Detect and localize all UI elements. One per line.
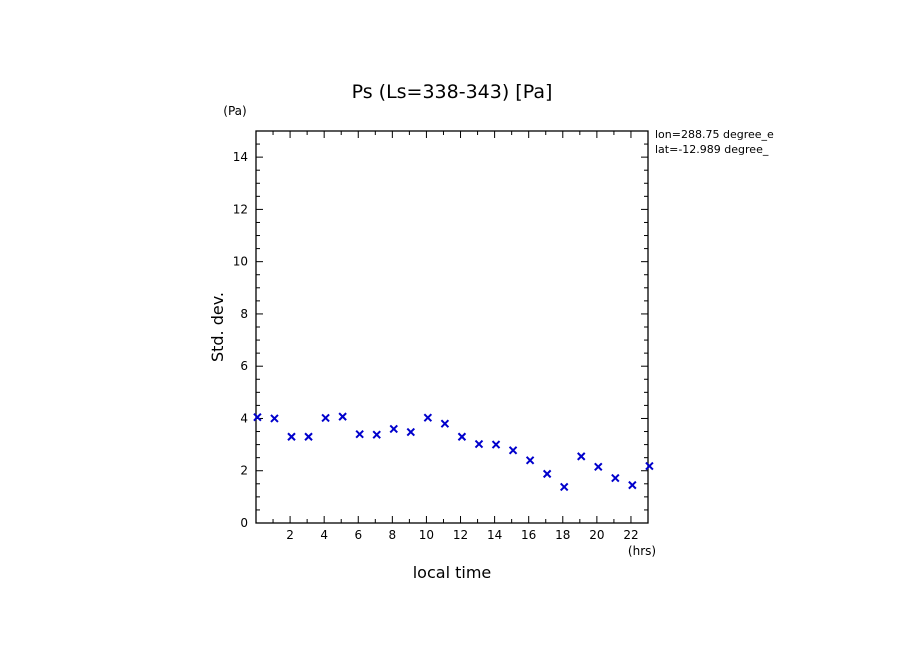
axes — [255, 130, 649, 524]
tick-labels: 2 4 6 8 10 12 14 16 18 20 22 0 2 4 6 8 10 12 14 — [233, 150, 639, 542]
x-tick-label: 16 — [521, 528, 536, 542]
data-points — [253, 412, 654, 492]
data-point — [389, 424, 398, 434]
data-point — [287, 432, 296, 441]
data-point — [491, 440, 501, 449]
data-point-stroke — [287, 432, 296, 441]
data-point-stroke — [628, 480, 637, 490]
data-point — [628, 480, 637, 490]
data-point-stroke — [559, 482, 569, 492]
data-point — [321, 413, 330, 423]
data-point-stroke — [253, 412, 262, 422]
x-tick-label: 8 — [389, 528, 397, 542]
data-point — [440, 419, 450, 428]
data-point — [508, 446, 518, 455]
data-point-stroke — [338, 412, 347, 421]
y-tick-label: 14 — [233, 150, 248, 164]
data-point — [594, 462, 603, 472]
data-point-stroke — [457, 432, 467, 441]
data-point — [611, 473, 620, 483]
data-point-stroke — [525, 456, 535, 465]
y-tick-label: 8 — [240, 307, 248, 321]
data-point — [645, 461, 654, 471]
data-point — [559, 482, 569, 492]
x-tick-label: 6 — [354, 528, 362, 542]
chart-title: Ps (Ls=338-343) [Pa] — [352, 81, 553, 103]
data-point-stroke — [645, 461, 654, 471]
data-point — [372, 430, 381, 439]
data-point-stroke — [611, 473, 620, 483]
plot-frame — [255, 130, 649, 524]
x-tick-label: 4 — [320, 528, 328, 542]
y-tick-label: 6 — [240, 359, 248, 373]
y-tick-label: 0 — [240, 516, 248, 530]
data-point-stroke — [474, 439, 484, 449]
x-tick-label: 14 — [487, 528, 502, 542]
x-tick-label: 12 — [453, 528, 468, 542]
x-tick-label: 20 — [589, 528, 604, 542]
annotation-lat: lat=-12.989 degree_ — [655, 143, 769, 156]
y-axis-label: Std. dev. — [208, 292, 227, 362]
data-point — [304, 432, 313, 441]
data-point — [525, 456, 535, 465]
data-point — [577, 452, 586, 461]
data-point — [253, 412, 262, 422]
y-unit-label: (Pa) — [223, 104, 246, 118]
data-point — [355, 429, 364, 439]
y-tick-label: 2 — [240, 464, 248, 478]
x-tick-label: 22 — [623, 528, 638, 542]
x-tick-label: 2 — [286, 528, 294, 542]
data-point — [457, 432, 467, 441]
y-tick-label: 4 — [240, 411, 248, 425]
data-point — [406, 427, 416, 437]
data-point-stroke — [508, 446, 518, 455]
ticks — [255, 130, 649, 524]
data-point-stroke — [389, 424, 398, 434]
data-point — [270, 414, 279, 423]
x-unit-label: (hrs) — [628, 544, 656, 558]
data-point-stroke — [440, 419, 450, 428]
data-point-stroke — [372, 430, 381, 439]
y-tick-label: 12 — [233, 202, 248, 216]
x-axis-label: local time — [413, 563, 492, 582]
x-tick-label: 10 — [419, 528, 434, 542]
data-point-stroke — [355, 429, 364, 439]
data-point — [474, 439, 484, 449]
data-point-stroke — [594, 462, 603, 472]
data-point-stroke — [406, 427, 416, 437]
data-point-stroke — [491, 440, 501, 449]
x-tick-label: 18 — [555, 528, 570, 542]
data-point — [338, 412, 347, 421]
data-point — [423, 413, 433, 422]
data-point-stroke — [423, 413, 433, 422]
data-point-stroke — [577, 452, 586, 461]
annotation-lon: lon=288.75 degree_e — [655, 128, 774, 141]
y-tick-label: 10 — [233, 255, 248, 269]
data-point-stroke — [542, 469, 552, 479]
data-point-stroke — [304, 432, 313, 441]
data-point — [542, 469, 552, 479]
data-point-stroke — [321, 413, 330, 423]
data-point-stroke — [270, 414, 279, 423]
